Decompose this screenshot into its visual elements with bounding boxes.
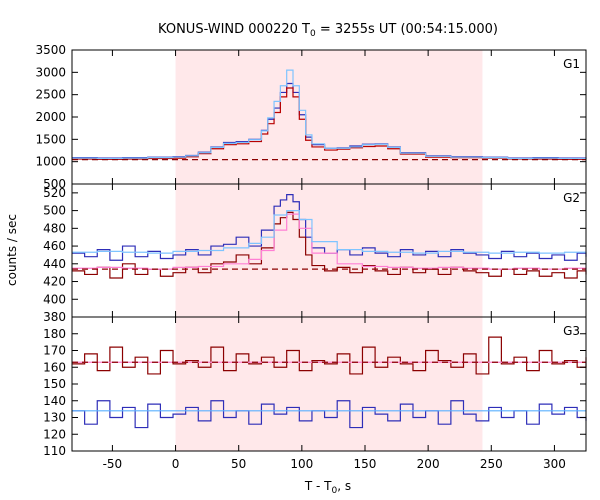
y-tick-label: 1000 <box>35 155 66 169</box>
y-tick-label: 520 <box>43 186 66 200</box>
panel-label: G2 <box>563 191 580 205</box>
x-tick-label: 50 <box>231 457 246 471</box>
panel-g1: 500 1000 1500 2000 2500 3000 3500 G1 <box>35 43 587 191</box>
y-tick-label: 440 <box>43 257 66 271</box>
y-tick-label: 2000 <box>35 110 66 124</box>
title-rest: = 3255s UT (00:54:15.000) <box>316 22 498 37</box>
x-label-main: T - T <box>304 479 332 493</box>
y-tick-label: 3500 <box>35 43 66 57</box>
y-tick-label: 480 <box>43 221 66 235</box>
y-tick-label: 380 <box>43 310 66 324</box>
title-subscript: 0 <box>310 29 316 39</box>
x-tick-label: 300 <box>543 457 566 471</box>
y-tick-label: 140 <box>43 394 66 408</box>
series-line-1 <box>72 336 587 375</box>
y-tick-label: 2500 <box>35 88 66 102</box>
panel-g3: 110 120 130 140 150 160 170 180 G3 <box>43 316 587 458</box>
y-tick-label: 500 <box>43 177 66 191</box>
x-tick-label: 200 <box>417 457 440 471</box>
panel-label: G3 <box>563 324 580 338</box>
y-tick-label: 160 <box>43 360 66 374</box>
series-line-3 <box>72 69 587 160</box>
x-tick-label: 0 <box>172 457 180 471</box>
y-tick-label: 1500 <box>35 132 66 146</box>
panel-label: G1 <box>563 57 580 71</box>
y-tick-label: 180 <box>43 327 66 341</box>
panels: 500100015002000250030003500G138040042044… <box>35 43 587 471</box>
y-tick-label: 460 <box>43 239 66 253</box>
y-tick-label: 130 <box>43 411 66 425</box>
x-label-rest: , s <box>337 479 351 493</box>
highlight-region <box>175 50 483 184</box>
y-tick-label: 420 <box>43 275 66 289</box>
highlight-region <box>175 184 483 317</box>
y-tick-label: 110 <box>43 444 66 458</box>
x-label-subscript: 0 <box>332 486 338 496</box>
y-tick-label: 500 <box>43 204 66 218</box>
x-tick-label: 250 <box>480 457 503 471</box>
panel-g2: 380 400 420 440 460 480 500 520 G2 <box>43 183 587 324</box>
y-tick-label: 170 <box>43 344 66 358</box>
x-tick-label: 100 <box>290 457 313 471</box>
y-tick-label: 150 <box>43 377 66 391</box>
y-axis-label: counts / sec <box>5 214 19 286</box>
series-line-4 <box>72 210 587 254</box>
y-tick-label: 120 <box>43 427 66 441</box>
chart-title: KONUS-WIND 000220 T0 = 3255s UT (00:54:1… <box>158 22 498 39</box>
x-tick-label: 150 <box>354 457 377 471</box>
title-main: KONUS-WIND 000220 T <box>158 22 310 37</box>
series-line-2 <box>72 211 587 279</box>
y-tick-label: 400 <box>43 292 66 306</box>
x-axis-label: T - T0, s <box>304 479 351 496</box>
highlight-region <box>175 317 483 451</box>
y-tick-label: 3000 <box>35 65 66 79</box>
series-line-2 <box>72 400 587 429</box>
x-tick-label: -50 <box>103 457 123 471</box>
